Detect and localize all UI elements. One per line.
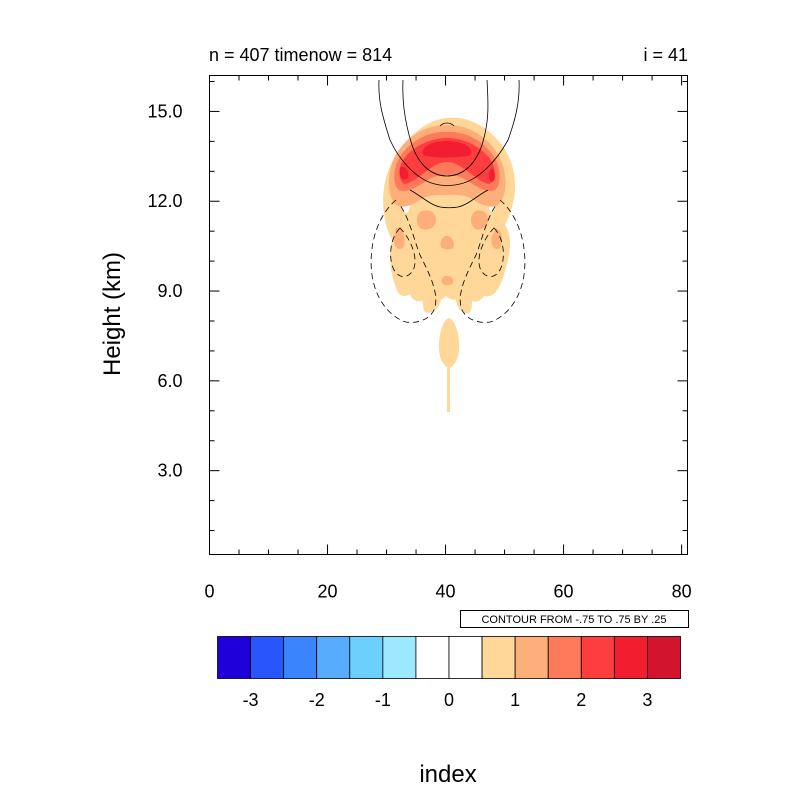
shade-level-10-c2: [441, 276, 454, 286]
colorbar: [217, 636, 681, 679]
colorbar-cell: [415, 636, 450, 679]
y-tick-label: 3.0: [157, 461, 182, 481]
colorbar-cell: [547, 636, 582, 679]
contour-lines: [370, 79, 526, 323]
shade-level-10-side-l: [394, 227, 405, 249]
shade-level-10-mid-r: [471, 210, 488, 230]
plot-frame: [209, 75, 688, 555]
colorbar-cell: [283, 636, 318, 679]
title-right: i = 41: [643, 45, 688, 65]
contour-info-text: CONTOUR FROM -.75 TO .75 BY .25: [481, 614, 666, 626]
shade-level-05-blob: [438, 318, 460, 368]
x-tick-label: 20: [318, 582, 338, 602]
colorbar-cell: [250, 636, 285, 679]
colorbar-cell: [514, 636, 549, 679]
colorbar-label: 3: [642, 690, 652, 710]
title-left: n = 407 timenow = 814: [209, 45, 392, 65]
y-axis-label: Height (km): [99, 252, 126, 376]
colorbar-label: 0: [444, 690, 454, 710]
contour-solid-top: [439, 122, 455, 127]
y-tick-label: 9.0: [157, 281, 182, 301]
colorbar-label: -3: [243, 690, 259, 710]
colorbar-cell: [316, 636, 351, 679]
x-tick-label: 40: [436, 582, 456, 602]
contour-info-box: CONTOUR FROM -.75 TO .75 BY .25: [460, 610, 689, 628]
colorbar-cell: [481, 636, 516, 679]
axis-tick-labels: 0 20 40 60 80 3.0 6.0 9.0 12.0 15.0: [147, 101, 691, 601]
x-tick-label: 60: [554, 582, 574, 602]
contour-dashed-right-inner: [478, 227, 504, 277]
colorbar-labels: -3 -2 -1 0 1 2 3: [243, 690, 653, 710]
contour-solid-inner: [402, 79, 489, 177]
colorbar-label: -1: [375, 690, 391, 710]
y-tick-label: 15.0: [147, 101, 182, 121]
shade-level-10-mid: [417, 210, 436, 230]
shade-level-10-side-r: [491, 228, 503, 250]
shade-level-05-stem: [447, 368, 450, 412]
y-tick-label: 6.0: [157, 371, 182, 391]
x-tick-label: 80: [672, 582, 692, 602]
colorbar-cell: [580, 636, 615, 679]
x-axis-label: index: [419, 761, 476, 788]
colorbar-cell: [613, 636, 648, 679]
shade-level-25-l: [399, 166, 409, 180]
axis-ticks: [209, 75, 688, 555]
colorbar-cell: [349, 636, 384, 679]
x-tick-label: 0: [204, 582, 214, 602]
colorbar-cell: [448, 636, 483, 679]
colorbar-label: 1: [510, 690, 520, 710]
contour-solid-lower: [409, 189, 489, 209]
shade-level-25: [422, 141, 472, 158]
shade-level-05-lobe-right: [455, 285, 473, 314]
colorbar-label: 2: [576, 690, 586, 710]
contour-dashed-right-outer: [459, 199, 526, 323]
shade-level-20: [399, 138, 495, 184]
shade-level-05-lobe-left: [422, 285, 442, 313]
shade-level-10-c1: [440, 236, 455, 250]
colorbar-cell: [382, 636, 417, 679]
colorbar-cell: [217, 636, 251, 679]
y-tick-label: 12.0: [147, 191, 182, 211]
contour-dashed-left-outer: [370, 199, 437, 323]
shaded-contours: [383, 117, 516, 412]
contour-solid-outer: [378, 79, 520, 186]
colorbar-label: -2: [309, 690, 325, 710]
colorbar-cell: [647, 636, 681, 679]
shade-level-25-r: [489, 168, 495, 182]
contour-dashed-left-inner: [390, 227, 416, 277]
